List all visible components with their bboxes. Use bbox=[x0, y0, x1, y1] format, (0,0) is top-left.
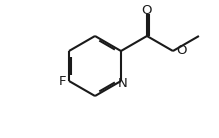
Text: F: F bbox=[59, 75, 66, 88]
Text: N: N bbox=[118, 77, 127, 90]
Text: O: O bbox=[176, 44, 186, 58]
Text: O: O bbox=[142, 5, 152, 18]
